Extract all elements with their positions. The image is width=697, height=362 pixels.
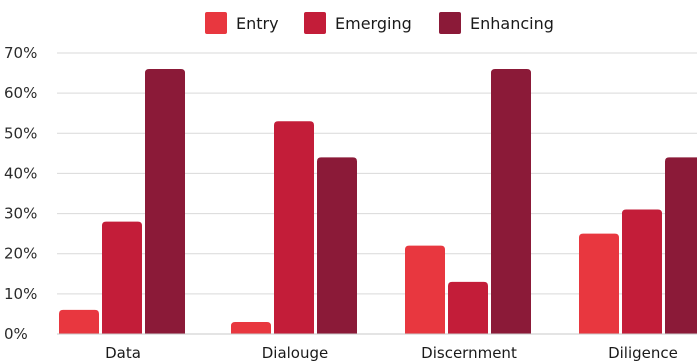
legend-swatch-emerging [304,12,326,34]
legend-label-emerging: Emerging [335,14,412,33]
legend-label-enhancing: Enhancing [470,14,554,33]
legend-swatch-enhancing [439,12,461,34]
bar-dialouge-enhancing [317,157,357,334]
x-axis: Data Dialouge Discernment Diligence [57,334,697,362]
y-tick-label-0: 0% [4,325,28,343]
y-axis: 0% 10% 20% 30% 40% 50% 60% 70% [4,44,37,343]
bar-dialouge-entry [231,322,271,334]
x-tick-label-discernment: Discernment [421,344,517,362]
y-tick-label-10: 10% [4,285,37,303]
bar-diligence-emerging [622,210,662,334]
bar-diligence-entry [579,234,619,334]
x-tick-label-diligence: Diligence [608,344,678,362]
bar-data-entry [59,310,99,334]
legend: Entry Emerging Enhancing [205,12,554,34]
y-tick-label-30: 30% [4,205,37,223]
bar-dialouge-emerging [274,121,314,334]
y-tick-label-60: 60% [4,84,37,102]
x-tick-label-data: Data [105,344,141,362]
bar-discernment-entry [405,246,445,334]
legend-swatch-entry [205,12,227,34]
legend-label-entry: Entry [236,14,279,33]
bar-discernment-emerging [448,282,488,334]
x-tick-label-dialouge: Dialouge [262,344,329,362]
y-tick-label-20: 20% [4,245,37,263]
bar-diligence-enhancing [665,157,697,334]
bar-data-emerging [102,222,142,334]
bar-data-enhancing [145,69,185,334]
y-tick-label-50: 50% [4,124,37,142]
bar-discernment-enhancing [491,69,531,334]
y-tick-label-70: 70% [4,44,37,62]
y-tick-label-40: 40% [4,164,37,182]
